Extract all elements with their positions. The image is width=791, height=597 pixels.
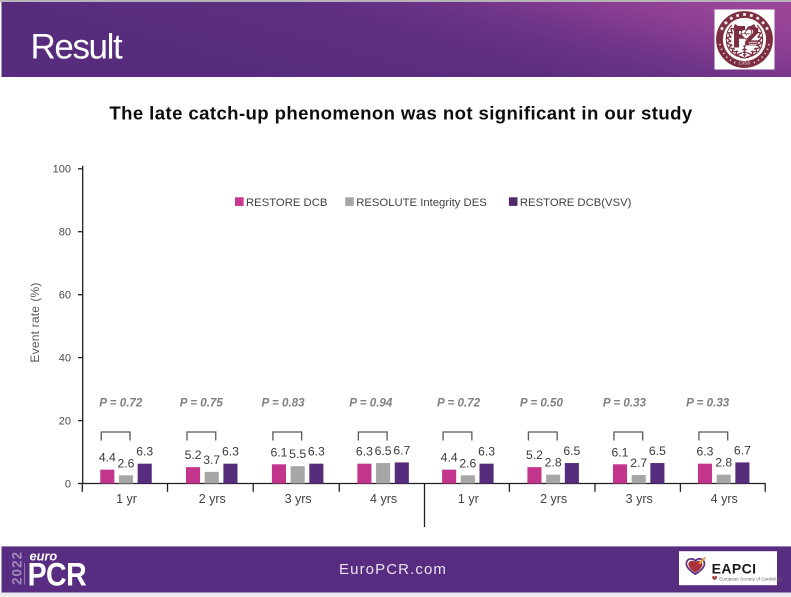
svg-text:20: 20 [59, 416, 71, 428]
svg-text:3 yrs: 3 yrs [285, 492, 312, 506]
svg-text:6.5: 6.5 [649, 444, 666, 458]
svg-text:1 yr: 1 yr [116, 492, 137, 506]
svg-text:6.3: 6.3 [697, 445, 714, 459]
svg-text:European Society of Cardiology: European Society of Cardiology [719, 577, 783, 582]
svg-text:2 yrs: 2 yrs [540, 492, 567, 506]
svg-text:P = 0.83: P = 0.83 [261, 397, 305, 410]
svg-text:6.3: 6.3 [478, 445, 495, 459]
svg-text:6.5: 6.5 [563, 444, 580, 458]
svg-text:6.3: 6.3 [308, 445, 325, 459]
svg-text:P = 0.50: P = 0.50 [520, 397, 564, 410]
svg-text:6.3: 6.3 [136, 445, 153, 459]
svg-text:4 yrs: 4 yrs [370, 492, 397, 506]
svg-text:2.8: 2.8 [715, 456, 732, 470]
svg-text:80: 80 [59, 227, 71, 239]
svg-text:PCR: PCR [28, 558, 87, 593]
svg-text:2.6: 2.6 [118, 456, 135, 470]
svg-text:RESTORE DCB: RESTORE DCB [246, 197, 327, 209]
svg-text:6.7: 6.7 [393, 443, 410, 457]
svg-text:P = 0.33: P = 0.33 [603, 397, 647, 410]
svg-text:2 yrs: 2 yrs [199, 492, 226, 506]
svg-text:RESTORE DCB(VSV): RESTORE DCB(VSV) [520, 197, 632, 209]
svg-text:6.1: 6.1 [270, 445, 287, 459]
svg-text:1956: 1956 [738, 61, 750, 66]
svg-text:EuroPCR.com: EuroPCR.com [339, 561, 447, 578]
svg-text:P = 0.75: P = 0.75 [180, 397, 224, 410]
svg-text:3 yrs: 3 yrs [626, 492, 653, 506]
svg-text:1 yr: 1 yr [458, 492, 479, 506]
svg-text:Result: Result [31, 28, 123, 67]
svg-text:6.3: 6.3 [222, 445, 239, 459]
svg-text:P = 0.72: P = 0.72 [99, 397, 143, 410]
svg-text:5.2: 5.2 [185, 448, 202, 462]
svg-text:4.4: 4.4 [99, 451, 116, 465]
svg-text:6.7: 6.7 [734, 443, 751, 457]
svg-text:4 yrs: 4 yrs [711, 492, 738, 506]
svg-text:Event rate (%): Event rate (%) [28, 282, 42, 362]
svg-text:6.3: 6.3 [356, 445, 373, 459]
svg-text:6.1: 6.1 [612, 445, 629, 459]
svg-text:EAPCI: EAPCI [712, 561, 757, 577]
svg-text:0: 0 [65, 478, 71, 490]
svg-text:2.7: 2.7 [630, 456, 647, 470]
svg-text:P = 0.72: P = 0.72 [437, 397, 481, 410]
svg-text:euro: euro [30, 548, 58, 563]
svg-text:5.5: 5.5 [289, 447, 306, 461]
svg-text:2.6: 2.6 [459, 456, 476, 470]
svg-text:5.2: 5.2 [526, 448, 543, 462]
svg-text:6.5: 6.5 [375, 444, 392, 458]
svg-text:P = 0.33: P = 0.33 [686, 397, 730, 410]
svg-text:2022: 2022 [10, 551, 25, 585]
svg-text:RESOLUTE Integrity DES: RESOLUTE Integrity DES [356, 197, 487, 209]
svg-text:4.4: 4.4 [441, 451, 458, 465]
svg-text:40: 40 [59, 353, 71, 365]
svg-text:60: 60 [59, 290, 71, 302]
svg-text:100: 100 [53, 164, 71, 176]
svg-text:The late catch-up phenomenon w: The late catch-up phenomenon was not sig… [109, 103, 693, 124]
svg-text:2.8: 2.8 [545, 456, 562, 470]
svg-text:3.7: 3.7 [203, 453, 220, 467]
svg-text:P = 0.94: P = 0.94 [349, 397, 393, 410]
